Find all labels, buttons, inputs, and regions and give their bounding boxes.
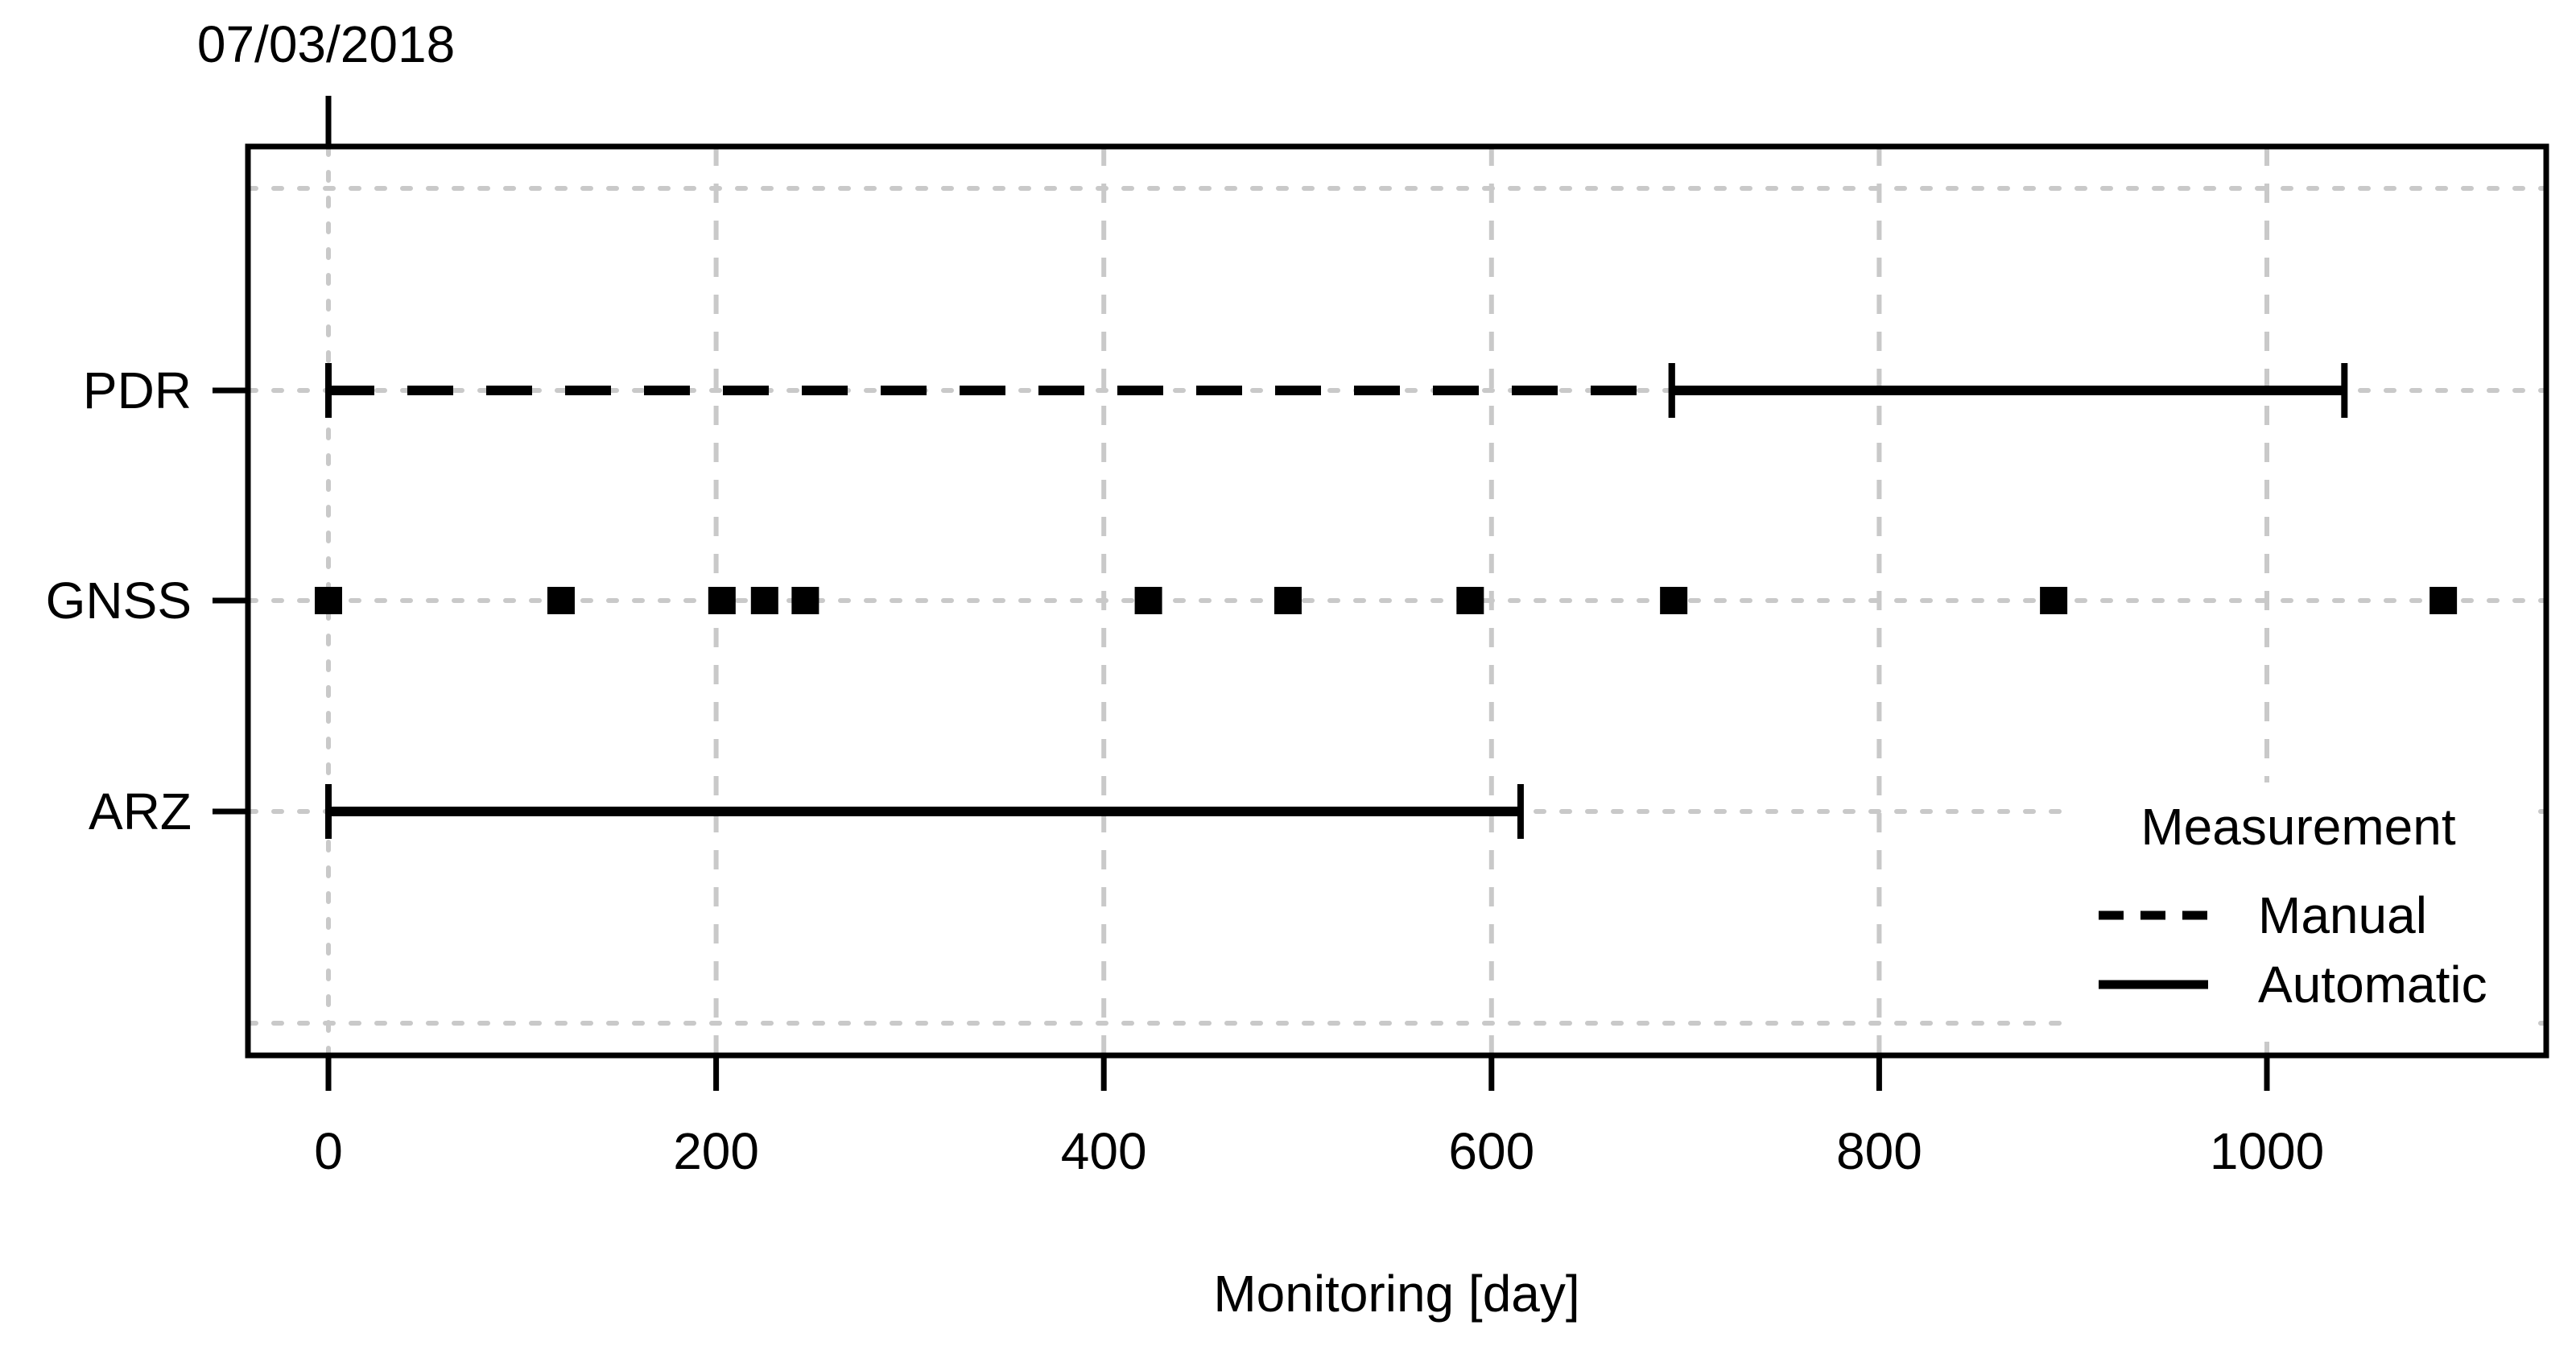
x-axis-title: Monitoring [day] xyxy=(1213,1265,1580,1323)
x-tick-label-200: 200 xyxy=(673,1122,759,1180)
legend-title: Measurement xyxy=(2140,798,2456,856)
gnss-measurement-marker xyxy=(1134,587,1162,614)
x-tick-label-400: 400 xyxy=(1060,1122,1147,1180)
legend: Measurement Manual Automatic xyxy=(2065,782,2532,1042)
gnss-measurement-marker xyxy=(2429,587,2458,614)
legend-entry-label: Automatic xyxy=(2258,956,2487,1014)
solid-line-sample-icon xyxy=(2099,980,2208,989)
x-tick-label-600: 600 xyxy=(1448,1122,1535,1180)
x-tick-label-1000: 1000 xyxy=(2209,1122,2325,1180)
gnss-measurement-marker xyxy=(708,587,736,614)
gnss-measurement-marker xyxy=(750,587,778,614)
gnss-measurement-marker xyxy=(1660,587,1688,614)
gnss-measurement-marker xyxy=(791,587,819,614)
x-tick-label-0: 0 xyxy=(314,1122,343,1180)
gnss-measurement-marker xyxy=(1456,587,1484,614)
legend-entry-automatic: Automatic xyxy=(2065,958,2532,1011)
row-label-arz: ARZ xyxy=(89,782,192,840)
row-label-pdr: PDR xyxy=(82,361,192,419)
legend-entry-label: Manual xyxy=(2258,886,2427,944)
dashed-line-sample-icon xyxy=(2099,910,2208,920)
start-date-label: 07/03/2018 xyxy=(196,15,456,73)
gnss-measurement-marker xyxy=(315,587,342,614)
legend-entry-manual: Manual xyxy=(2065,889,2532,942)
row-label-gnss: GNSS xyxy=(45,572,192,630)
gnss-measurement-marker xyxy=(1274,587,1302,614)
x-tick-label-800: 800 xyxy=(1836,1122,1922,1180)
gnss-measurement-marker xyxy=(547,587,575,614)
gnss-measurement-marker xyxy=(2040,587,2068,614)
